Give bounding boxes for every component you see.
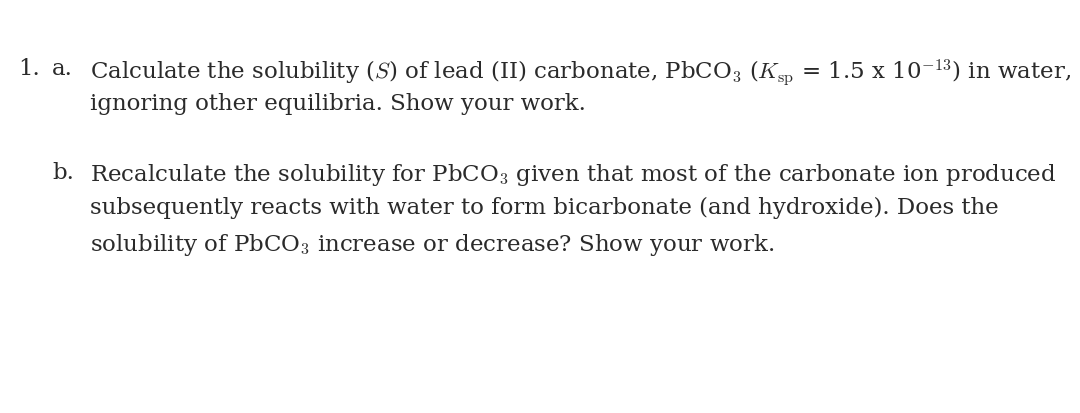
Text: subsequently reacts with water to form bicarbonate (and hydroxide). Does the: subsequently reacts with water to form b…: [90, 197, 999, 219]
Text: solubility of PbCO$_3$ increase or decrease? Show your work.: solubility of PbCO$_3$ increase or decre…: [90, 232, 774, 258]
Text: Calculate the solubility ($\mathit{S}$) of lead (II) carbonate, PbCO$_3$ ($K_{\m: Calculate the solubility ($\mathit{S}$) …: [90, 58, 1071, 89]
Text: ignoring other equilibria. Show your work.: ignoring other equilibria. Show your wor…: [90, 93, 585, 115]
Text: 1.: 1.: [18, 58, 40, 80]
Text: a.: a.: [52, 58, 72, 80]
Text: b.: b.: [52, 162, 73, 184]
Text: Recalculate the solubility for PbCO$_3$ given that most of the carbonate ion pro: Recalculate the solubility for PbCO$_3$ …: [90, 162, 1056, 188]
